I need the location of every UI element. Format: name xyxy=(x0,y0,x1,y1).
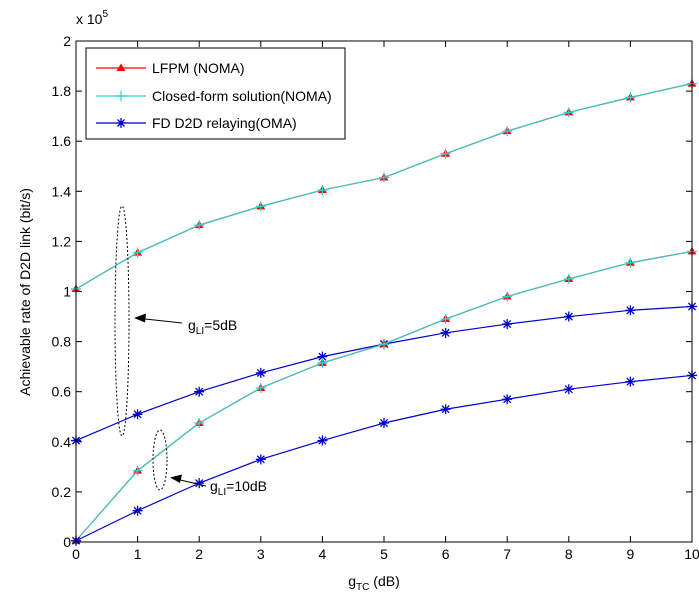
data-point-asterisk xyxy=(317,435,328,446)
data-point-asterisk xyxy=(132,409,143,420)
data-point-asterisk xyxy=(194,478,205,489)
annotation-10db-main: g xyxy=(210,478,218,494)
annotation-10db-sub: LI xyxy=(218,487,226,498)
x-tick-label: 10 xyxy=(684,546,699,562)
data-point-plus xyxy=(255,382,266,393)
annotation-arrowhead-5db xyxy=(134,313,146,323)
annotation-5db-main: g xyxy=(188,317,196,333)
data-point-asterisk xyxy=(625,305,636,316)
legend-box xyxy=(85,47,346,140)
x-axis-label-main: g xyxy=(348,573,356,589)
annotation-5db-rest: =5dB xyxy=(204,317,237,333)
annotation-ellipse-5db xyxy=(114,205,130,437)
data-point-asterisk xyxy=(255,367,266,378)
data-point-plus xyxy=(317,357,328,368)
legend-label-fd-d2d: FD D2D relaying(OMA) xyxy=(152,115,297,131)
annotation-arrowhead-10db xyxy=(170,474,182,483)
data-point-asterisk xyxy=(379,418,389,429)
data-point-asterisk xyxy=(317,351,328,362)
data-point-asterisk xyxy=(194,386,205,397)
data-point-plus xyxy=(563,273,574,284)
y-axis-multiplier-exp: 5 xyxy=(102,9,108,20)
y-tick-label: 1.6 xyxy=(52,133,72,149)
data-point-asterisk xyxy=(502,319,513,330)
annotation-5db-sub: LI xyxy=(196,326,204,337)
data-point-plus xyxy=(379,339,389,350)
data-point-asterisk xyxy=(563,311,574,322)
data-point-plus xyxy=(132,247,143,258)
data-point-plus xyxy=(132,465,143,476)
legend-item-fd-d2d: FD D2D relaying(OMA) xyxy=(96,115,297,131)
y-tick-label: 0 xyxy=(63,534,71,550)
x-tick-label: 6 xyxy=(442,546,450,562)
y-tick-label: 1 xyxy=(63,284,71,300)
data-point-plus xyxy=(625,257,636,268)
data-point-plus xyxy=(194,220,205,231)
data-point-asterisk xyxy=(440,327,451,338)
x-tick-label: 2 xyxy=(195,546,203,562)
legend-item-closed-form: Closed-form solution(NOMA) xyxy=(96,88,332,104)
data-point-plus xyxy=(440,148,451,159)
series-layer xyxy=(71,78,697,546)
data-point-plus xyxy=(379,172,389,183)
x-tick-label: 3 xyxy=(257,546,265,562)
legend-label-lfpm: LFPM (NOMA) xyxy=(152,60,245,76)
data-point-plus xyxy=(194,418,205,429)
x-tick-label: 9 xyxy=(627,546,635,562)
y-tick-label: 0.6 xyxy=(52,384,72,400)
data-point-asterisk xyxy=(132,505,143,516)
data-point-plus xyxy=(502,291,513,302)
y-axis-multiplier: x 105 xyxy=(76,9,108,27)
y-tick-label: 0.2 xyxy=(52,484,72,500)
legend: LFPM (NOMA) Closed-form solution(NOMA) F… xyxy=(85,47,346,140)
data-point-asterisk xyxy=(255,454,266,465)
legend-label-closed-form: Closed-form solution(NOMA) xyxy=(152,88,332,104)
legend-item-lfpm: LFPM (NOMA) xyxy=(96,60,245,76)
legend-marker-closed-form xyxy=(116,91,126,101)
data-point-plus xyxy=(440,314,451,325)
legend-marker-lfpm xyxy=(116,63,126,71)
data-point-asterisk xyxy=(563,384,574,395)
annotation-5db: gLI=5dB xyxy=(114,205,237,437)
y-tick-label: 0.8 xyxy=(52,334,72,350)
annotation-10db-rest: =10dB xyxy=(226,478,267,494)
data-point-plus xyxy=(563,107,574,118)
y-tick-label: 1.8 xyxy=(52,83,72,99)
y-tick-label: 2 xyxy=(63,33,71,49)
data-point-plus xyxy=(502,126,513,137)
y-axis-multiplier-base: x 10 xyxy=(76,11,103,27)
legend-marker-fd-d2d xyxy=(116,118,126,128)
annotation-label-10db: gLI=10dB xyxy=(210,478,267,498)
annotation-label-5db: gLI=5dB xyxy=(188,317,237,337)
y-tick-label: 1.4 xyxy=(52,183,72,199)
y-tick-label: 1.2 xyxy=(52,233,72,249)
data-point-plus xyxy=(625,92,636,103)
x-tick-label: 8 xyxy=(565,546,573,562)
annotation-ellipse-10db xyxy=(152,429,168,491)
data-point-plus xyxy=(255,201,266,212)
x-axis-label-sub: TC xyxy=(356,582,369,593)
y-axis-label: Achievable rate of D2D link (bit/s) xyxy=(17,188,33,396)
y-tick-label: 0.4 xyxy=(52,434,72,450)
x-axis-label: gTC (dB) xyxy=(348,573,399,593)
data-point-plus xyxy=(317,185,328,196)
data-point-asterisk xyxy=(502,394,513,405)
x-tick-label: 5 xyxy=(380,546,388,562)
x-tick-label: 1 xyxy=(134,546,142,562)
x-axis-label-rest: (dB) xyxy=(369,573,399,589)
data-point-asterisk xyxy=(440,404,451,415)
annotation-10db: gLI=10dB xyxy=(152,429,267,498)
axes-layer: 0 1 2 3 4 5 6 7 8 9 10 0 0.2 0.4 0.6 0.8 1 1.2 1.4 1.6 1.8 2 xyxy=(52,33,699,562)
x-tick-label: 4 xyxy=(319,546,327,562)
x-tick-label: 7 xyxy=(503,546,511,562)
data-point-asterisk xyxy=(625,376,636,387)
x-tick-label: 0 xyxy=(72,546,80,562)
